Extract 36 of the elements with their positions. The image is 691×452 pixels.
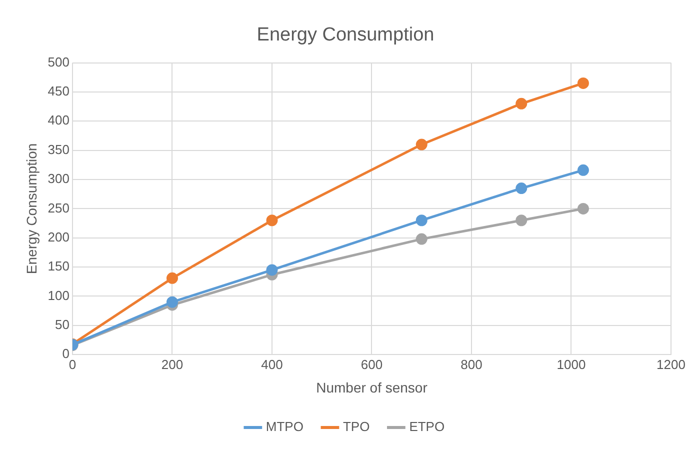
- y-tick-label: 200: [48, 229, 70, 244]
- point: [516, 182, 528, 194]
- legend-label: MTPO: [266, 419, 304, 434]
- x-tick-label: 1000: [556, 356, 586, 372]
- x-tick-label: 600: [360, 356, 383, 372]
- y-tick-label: 250: [48, 200, 70, 216]
- point: [577, 202, 589, 214]
- y-tick-label: 300: [48, 171, 70, 186]
- y-tick-label: 100: [48, 288, 70, 303]
- point: [516, 214, 528, 226]
- x-tick-label: 1200: [656, 356, 686, 372]
- y-tick-label: 50: [55, 317, 70, 332]
- y-tick-label: 500: [48, 54, 70, 70]
- chart-title: Energy Consumption: [256, 24, 434, 46]
- y-tick-label: 150: [48, 258, 70, 274]
- legend-label: ETPO: [409, 419, 445, 434]
- point: [266, 264, 278, 276]
- y-tick-label: 450: [48, 84, 70, 99]
- y-axis-title: Energy Consumption: [23, 143, 40, 274]
- point: [416, 233, 428, 245]
- point: [416, 138, 428, 150]
- legend-label: TPO: [342, 419, 370, 434]
- y-tick-label: 0: [62, 346, 70, 362]
- point: [166, 272, 178, 284]
- x-axis-title: Number of sensor: [316, 379, 428, 396]
- x-tick-label: 800: [460, 356, 482, 372]
- point: [516, 98, 528, 110]
- point: [166, 296, 178, 308]
- point: [266, 214, 278, 226]
- point: [577, 77, 589, 89]
- x-tick-label: 200: [161, 356, 184, 372]
- x-tick-label: 400: [261, 356, 283, 372]
- y-tick-label: 350: [48, 142, 70, 157]
- point: [577, 164, 589, 176]
- point: [416, 214, 428, 226]
- y-tick-label: 400: [48, 112, 70, 128]
